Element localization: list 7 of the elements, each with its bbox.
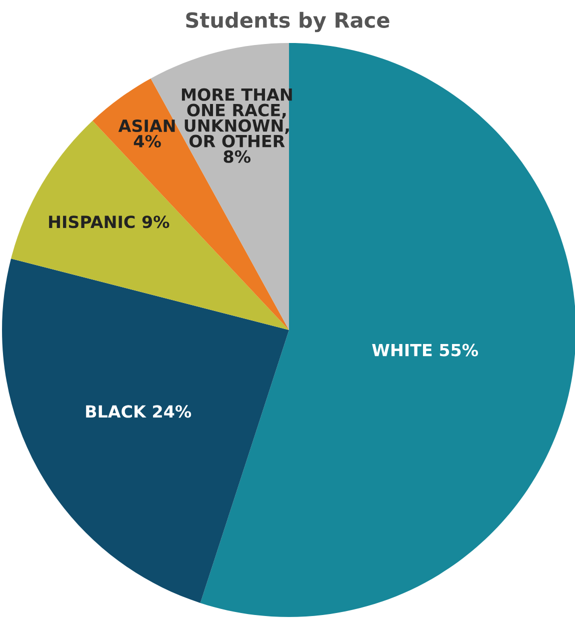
slice-label: HISPANIC 9%: [49, 216, 170, 228]
data-label: 4%: [134, 134, 161, 148]
chart-title: Students by Race: [186, 12, 390, 32]
slice-label: BLACK 24%: [86, 405, 192, 418]
slice-label: WHITE 55%: [372, 344, 478, 356]
data-label: 8%: [224, 150, 251, 163]
slice-label: ASIAN: [118, 119, 175, 132]
